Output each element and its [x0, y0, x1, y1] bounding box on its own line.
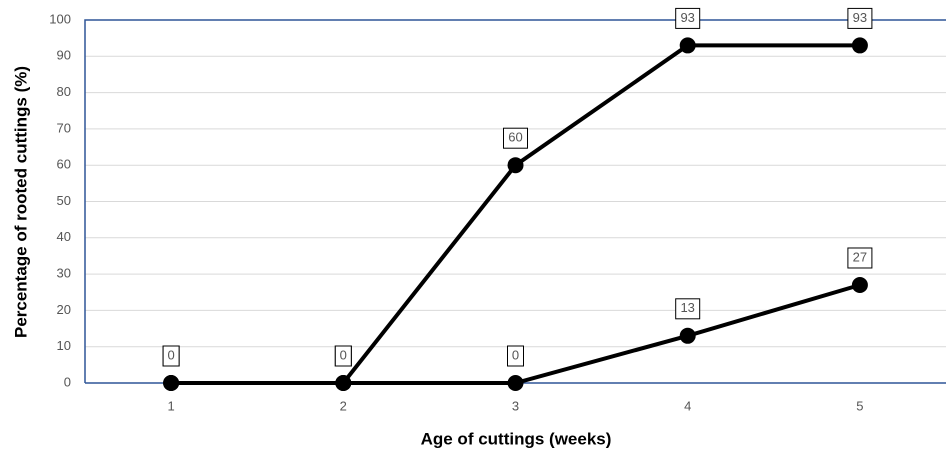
x-tick-label: 2 — [340, 398, 347, 413]
label-box — [503, 127, 528, 149]
y-tick-label: 20 — [57, 302, 71, 317]
y-tick-label: 30 — [57, 266, 71, 281]
data-label: 60 — [508, 130, 522, 145]
y-tick-label: 40 — [57, 229, 71, 244]
y-tick-label: 10 — [57, 338, 71, 353]
data-point — [851, 276, 868, 293]
x-tick-label: 4 — [684, 398, 691, 413]
series-line — [171, 43, 860, 385]
data-point — [679, 37, 696, 54]
y-tick-label: 100 — [49, 11, 71, 26]
data-point — [163, 375, 180, 391]
data-label: 0 — [340, 347, 347, 362]
data-label: 13 — [680, 300, 694, 315]
label-box — [507, 345, 524, 367]
label-box — [847, 247, 873, 269]
y-axis-title: Percentage of rooted cuttings (%) — [11, 66, 30, 338]
label-box — [675, 7, 701, 29]
data-point — [507, 157, 524, 174]
label-box — [675, 298, 701, 320]
data-label: 27 — [853, 249, 867, 264]
x-tick-label: 5 — [856, 398, 863, 413]
label-box — [162, 345, 180, 367]
data-label: 0 — [167, 347, 174, 362]
y-tick-label: 50 — [57, 193, 71, 208]
data-point — [851, 37, 868, 54]
x-tick-label: 1 — [167, 398, 174, 413]
series-line — [171, 283, 861, 385]
data-label: 93 — [680, 10, 694, 25]
data-point — [679, 327, 696, 344]
data-point — [335, 375, 352, 391]
label-box — [847, 7, 873, 29]
label-box — [334, 345, 352, 367]
data-label: 0 — [512, 347, 519, 362]
y-tick-label: 90 — [57, 48, 71, 63]
y-tick-label: 70 — [57, 120, 71, 135]
data-point — [507, 375, 524, 391]
y-tick-label: 0 — [64, 374, 71, 389]
y-tick-label: 80 — [57, 84, 71, 99]
x-tick-label: 3 — [512, 398, 519, 413]
y-tick-label: 60 — [57, 157, 71, 172]
x-axis-title: Age of cuttings (weeks) — [421, 429, 612, 448]
data-label: 93 — [853, 10, 867, 25]
